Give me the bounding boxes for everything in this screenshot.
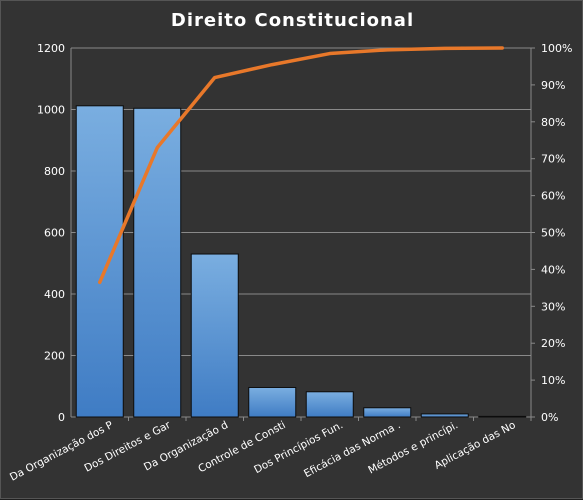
cumulative-line-series [98, 46, 504, 285]
bar [248, 386, 297, 418]
line-point [271, 63, 274, 66]
y2-tick-label: 0% [541, 411, 558, 424]
line-point [156, 146, 159, 149]
bar [363, 407, 412, 418]
y-tick-label: 400 [44, 288, 65, 301]
y2-tick-label: 70% [541, 153, 565, 166]
x-tick-label: Da Organização dos P [8, 419, 115, 484]
line-point [213, 76, 216, 79]
y-axis-left: 0 200 400 600 800 1000 1200 [37, 42, 65, 424]
y-tick-label: 1200 [37, 42, 65, 55]
y2-tick-label: 90% [541, 79, 565, 92]
bar [420, 413, 469, 418]
y-tick-label: 200 [44, 350, 65, 363]
bar [305, 391, 354, 418]
x-tick-label: Eficácia das Norma . [302, 419, 403, 480]
chart-title: Direito Constitucional [170, 10, 415, 31]
y-tick-label: 600 [44, 227, 65, 240]
bar-series [75, 105, 527, 418]
bar [133, 107, 182, 418]
y-tick-label: 800 [44, 165, 65, 178]
bar [75, 105, 124, 418]
line-point [328, 52, 331, 55]
cumulative-line [98, 46, 504, 285]
y-tick-label: 1000 [37, 104, 65, 117]
line-point [443, 47, 446, 50]
y2-tick-label: 20% [541, 337, 565, 350]
y2-tick-label: 100% [541, 42, 572, 55]
y2-tick-label: 80% [541, 116, 565, 129]
bar [190, 253, 239, 418]
y-tick-label: 0 [58, 411, 65, 424]
bar [478, 415, 527, 418]
y2-tick-label: 40% [541, 263, 565, 276]
y2-tick-label: 30% [541, 300, 565, 313]
line-point [501, 46, 504, 50]
line-point [98, 281, 101, 284]
line-point [386, 48, 389, 52]
y-axis-right: 0% 10% 20% 30% 40% 50% 60% 70% 80% 90% 100% [531, 42, 572, 424]
y2-tick-label: 60% [541, 190, 565, 203]
y2-tick-label: 10% [541, 374, 565, 387]
y2-tick-label: 50% [541, 227, 565, 240]
